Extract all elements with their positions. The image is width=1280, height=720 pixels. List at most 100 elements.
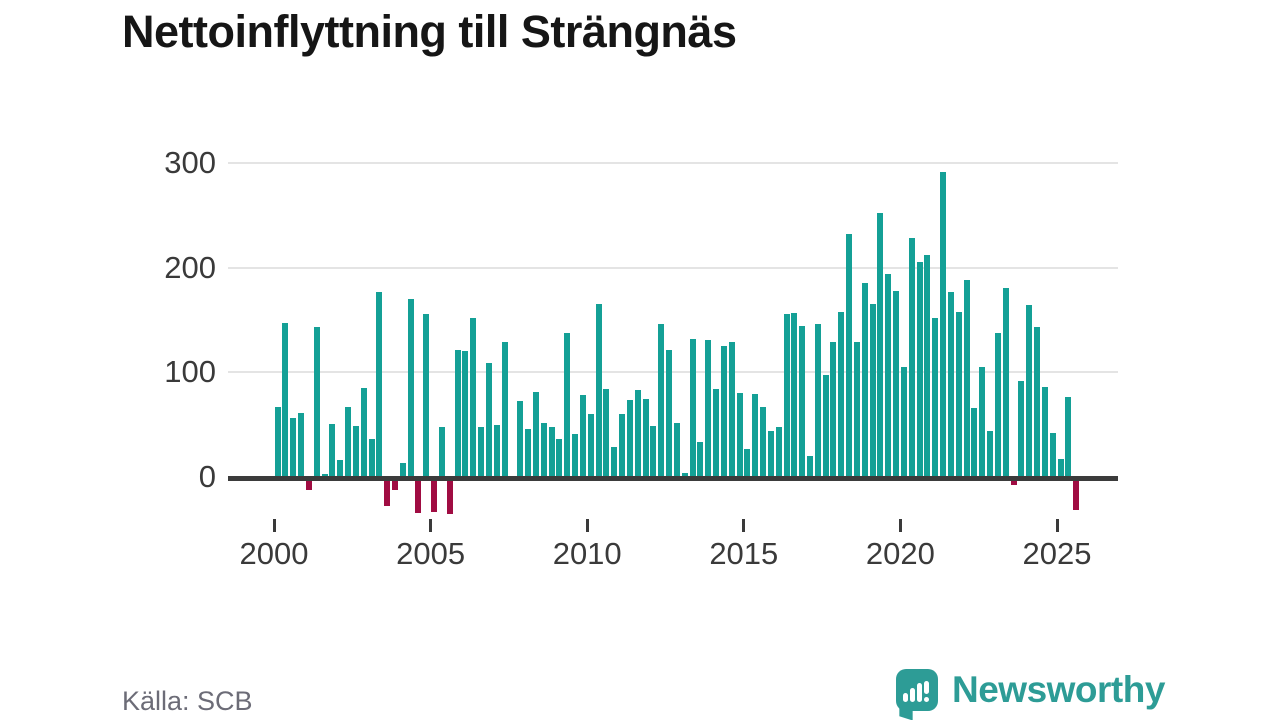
bar-2011-Q3	[634, 390, 641, 477]
bar-2013-Q3	[697, 442, 704, 477]
bar-2008-Q4	[548, 426, 555, 477]
bar-2025-Q3	[1073, 477, 1080, 510]
newsworthy-logo-icon	[896, 669, 938, 711]
bar-2005-Q1	[431, 477, 438, 512]
bar-2012-Q3	[666, 350, 672, 477]
gridline-y-300	[228, 161, 1118, 164]
bar-2001-Q2	[313, 327, 320, 477]
bar-2008-Q1	[525, 428, 532, 477]
bar-2013-Q1	[681, 472, 688, 477]
bar-2010-Q1	[587, 414, 594, 477]
bar-2019-Q1	[869, 304, 876, 477]
bar-2010-Q3	[603, 389, 610, 477]
bar-2015-Q2	[752, 394, 759, 477]
bar-2015-Q4	[767, 430, 774, 477]
bar-2017-Q1	[806, 456, 813, 477]
bar-2011-Q2	[626, 399, 633, 477]
bar-2009-Q4	[579, 395, 586, 477]
bar-2012-Q4	[673, 422, 680, 477]
bar-2020-Q2	[908, 238, 915, 477]
bar-2014-Q1	[713, 389, 719, 477]
bar-2006-Q1	[462, 351, 469, 477]
bar-2023-Q1	[994, 332, 1001, 477]
bar-2021-Q3	[947, 291, 954, 477]
x-tick-2010	[585, 519, 589, 532]
x-tick-label-2020: 2020	[865, 536, 935, 571]
x-tick-label-2015: 2015	[709, 536, 779, 571]
bar-2005-Q4	[454, 350, 461, 477]
bar-2006-Q2	[470, 317, 477, 477]
bar-2005-Q3	[446, 477, 453, 514]
gridline-y-100	[228, 371, 1118, 374]
bar-2003-Q4	[391, 477, 398, 490]
bar-2003-Q3	[384, 477, 391, 507]
bar-2019-Q3	[885, 273, 892, 477]
bar-2007-Q1	[493, 424, 500, 477]
x-tick-2015	[742, 519, 746, 532]
bar-2016-Q2	[783, 313, 790, 477]
bar-2001-Q4	[329, 423, 336, 477]
bar-2001-Q3	[321, 473, 328, 477]
bar-2002-Q3	[352, 425, 359, 477]
bar-2012-Q1	[650, 425, 657, 477]
bar-2017-Q2	[814, 324, 821, 477]
bar-2018-Q2	[846, 234, 853, 477]
bar-2014-Q4	[736, 393, 743, 477]
bar-2007-Q2	[501, 341, 508, 477]
bar-2002-Q4	[360, 388, 367, 477]
x-tick-label-2025: 2025	[1022, 536, 1092, 571]
bar-2007-Q4	[517, 400, 524, 477]
bar-2016-Q4	[799, 326, 806, 477]
bar-2004-Q4	[423, 313, 430, 477]
bar-2019-Q4	[893, 290, 900, 477]
y-tick-label-0: 0	[198, 459, 216, 494]
y-tick-label-200: 200	[164, 249, 216, 285]
newsworthy-logo[interactable]: Newsworthy	[896, 662, 1166, 718]
bar-2015-Q1	[744, 448, 751, 477]
bar-2002-Q1	[337, 460, 344, 477]
bar-2017-Q3	[822, 375, 829, 477]
bar-2024-Q1	[1026, 305, 1033, 477]
x-tick-2000	[272, 519, 276, 532]
bar-2014-Q2	[720, 346, 727, 477]
bar-2009-Q3	[572, 434, 578, 477]
bar-2004-Q1	[399, 463, 406, 477]
bar-2014-Q3	[728, 341, 735, 477]
bar-2002-Q2	[345, 406, 351, 477]
bar-2013-Q2	[689, 338, 696, 477]
bar-2021-Q2	[940, 172, 946, 477]
bar-2001-Q1	[305, 477, 312, 490]
x-tick-2020	[898, 519, 902, 532]
bar-2000-Q2	[282, 323, 289, 477]
bar-2003-Q2	[376, 291, 383, 477]
bar-2025-Q2	[1065, 397, 1072, 477]
bar-2017-Q4	[830, 341, 837, 477]
bar-2013-Q4	[705, 339, 712, 477]
bar-2020-Q4	[924, 255, 931, 477]
bar-2024-Q2	[1034, 327, 1040, 477]
bar-2009-Q2	[564, 332, 571, 477]
bar-2018-Q1	[838, 311, 845, 477]
bar-2005-Q2	[438, 426, 445, 477]
bar-2023-Q2	[1002, 287, 1009, 477]
bar-2000-Q1	[274, 406, 281, 477]
bar-2021-Q4	[955, 311, 962, 477]
bar-2022-Q3	[979, 367, 986, 477]
chart-title: Nettoinflyttning till Strängnäs	[122, 6, 737, 57]
bar-2025-Q1	[1057, 459, 1064, 477]
bar-2023-Q4	[1018, 380, 1025, 477]
bar-2008-Q3	[540, 422, 547, 477]
x-tick-2025	[1055, 519, 1059, 532]
bar-2020-Q3	[916, 262, 923, 477]
bar-2010-Q2	[595, 304, 602, 477]
x-tick-label-2005: 2005	[396, 536, 466, 571]
x-tick-2005	[429, 519, 433, 532]
bar-2000-Q4	[298, 413, 304, 477]
bar-2004-Q2	[407, 299, 414, 477]
bar-2024-Q3	[1041, 387, 1048, 477]
bar-2008-Q2	[532, 392, 539, 477]
x-axis-line	[228, 476, 1118, 481]
bar-2006-Q3	[478, 426, 485, 477]
